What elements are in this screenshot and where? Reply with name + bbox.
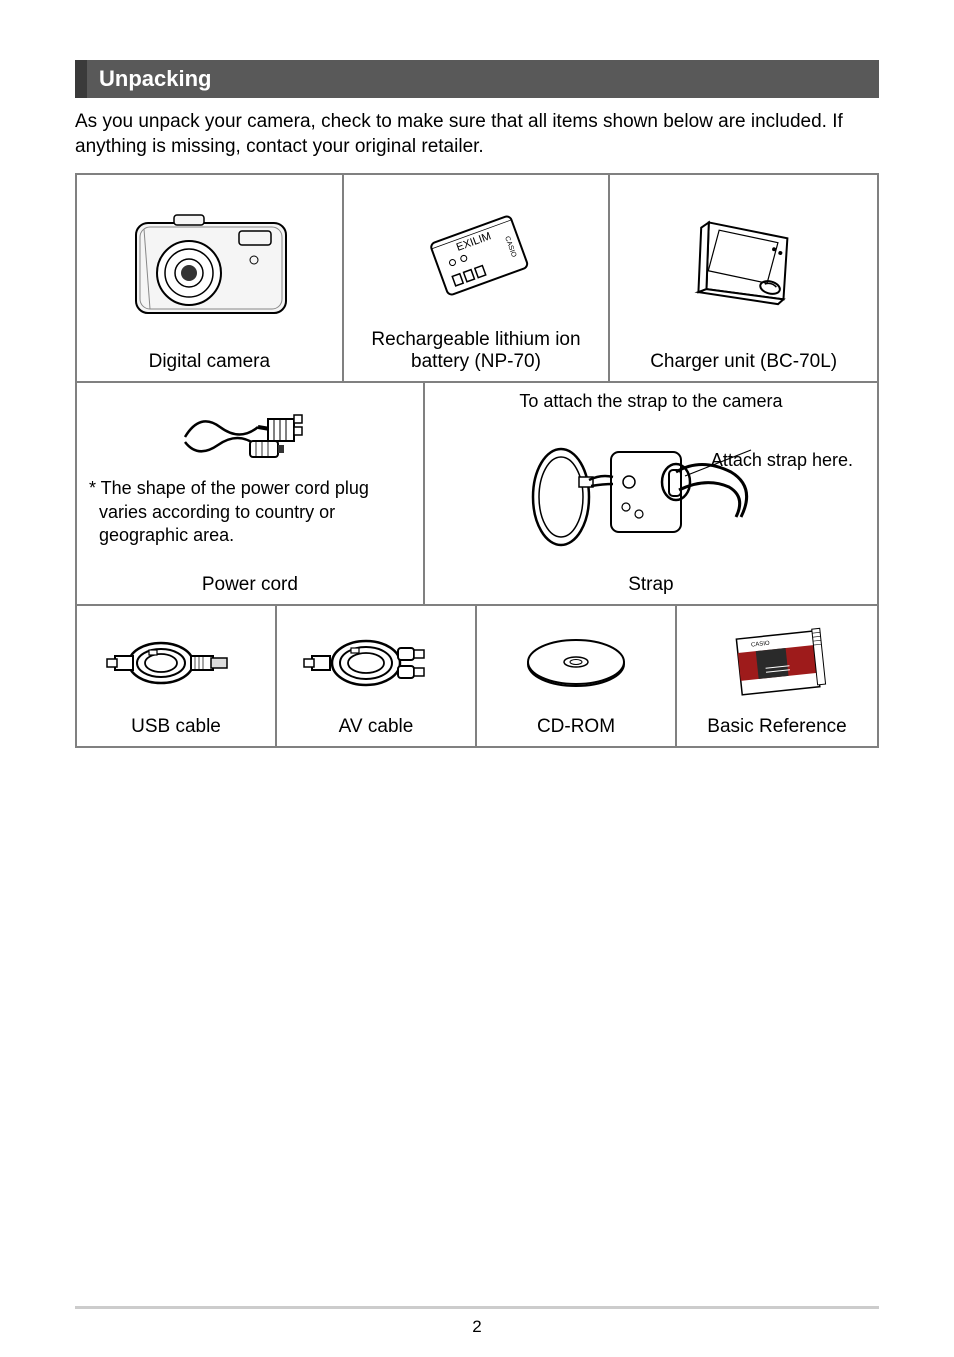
camera-illustration (85, 185, 334, 345)
camera-label: Digital camera (149, 351, 270, 373)
item-camera: Digital camera (77, 175, 344, 381)
item-battery: EXILIM CASIO Rechargeable lithium ion ba… (344, 175, 611, 381)
powercord-note: * The shape of the power cord plug varie… (95, 477, 405, 547)
cdrom-label: CD-ROM (537, 716, 615, 738)
strap-title: To attach the strap to the camera (519, 391, 782, 412)
item-av: AV cable (277, 606, 477, 746)
charger-illustration (618, 185, 869, 345)
item-strap: To attach the strap to the camera (425, 383, 877, 603)
powercord-illustration (170, 397, 330, 467)
reference-label: Basic Reference (707, 716, 846, 738)
items-grid: Digital camera EXILIM CASIO (75, 173, 879, 747)
footer-rule (75, 1306, 879, 1309)
strap-callout: Attach strap here. (711, 450, 853, 472)
item-reference: CASIO Basic Reference (677, 606, 877, 746)
items-row-3: USB cable AV cable (77, 606, 877, 746)
reference-illustration: CASIO (685, 616, 869, 710)
intro-paragraph: As you unpack your camera, check to make… (75, 110, 879, 159)
battery-label: Rechargeable lithium ion battery (NP-70) (352, 329, 601, 373)
cdrom-illustration (485, 616, 667, 710)
usb-label: USB cable (131, 716, 221, 738)
av-illustration (285, 616, 467, 710)
charger-label: Charger unit (BC-70L) (650, 351, 837, 373)
page-number: 2 (0, 1317, 954, 1337)
items-row-2: * The shape of the power cord plug varie… (77, 383, 877, 605)
item-powercord: * The shape of the power cord plug varie… (77, 383, 425, 603)
items-row-1: Digital camera EXILIM CASIO (77, 175, 877, 383)
powercord-label: Power cord (202, 574, 298, 596)
usb-illustration (85, 616, 267, 710)
item-charger: Charger unit (BC-70L) (610, 175, 877, 381)
av-label: AV cable (339, 716, 414, 738)
strap-illustration (521, 422, 781, 562)
item-cdrom: CD-ROM (477, 606, 677, 746)
item-usb: USB cable (77, 606, 277, 746)
section-heading: Unpacking (75, 60, 879, 98)
battery-illustration: EXILIM CASIO (352, 185, 601, 323)
strap-label: Strap (628, 574, 673, 596)
